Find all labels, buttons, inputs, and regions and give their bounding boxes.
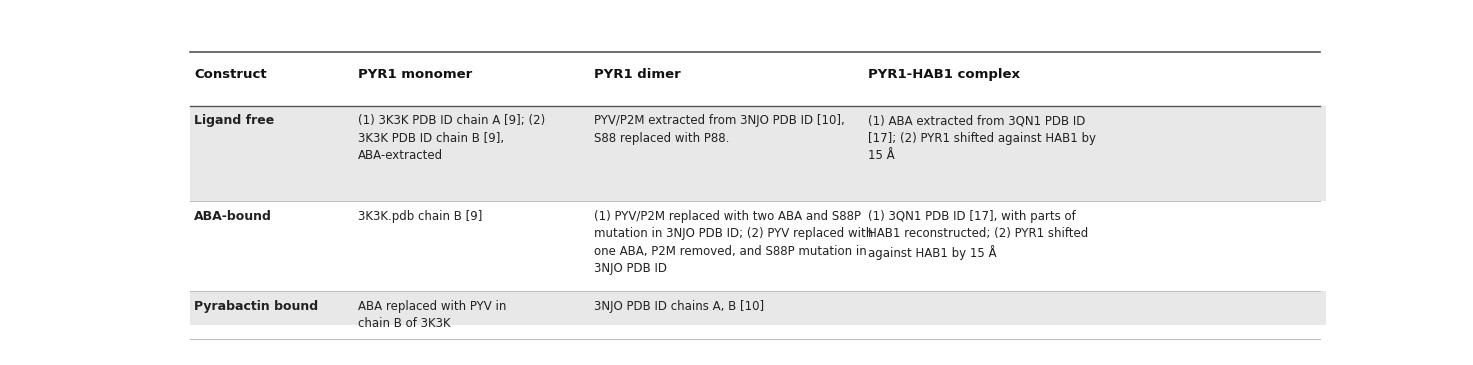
Text: (1) PYV/P2M replaced with two ABA and S88P
mutation in 3NJO PDB ID; (2) PYV repl: (1) PYV/P2M replaced with two ABA and S8… [594,210,873,275]
Text: PYR1 monomer: PYR1 monomer [358,68,471,81]
Text: PYV/P2M extracted from 3NJO PDB ID [10],
S88 replaced with P88.: PYV/P2M extracted from 3NJO PDB ID [10],… [594,114,844,145]
Text: (1) 3K3K PDB ID chain A [9]; (2)
3K3K PDB ID chain B [9],
ABA-extracted: (1) 3K3K PDB ID chain A [9]; (2) 3K3K PD… [358,114,545,162]
Text: ABA-bound: ABA-bound [194,210,273,223]
Text: Pyrabactin bound: Pyrabactin bound [194,300,318,312]
Text: ABA replaced with PYV in
chain B of 3K3K: ABA replaced with PYV in chain B of 3K3K [358,300,507,330]
Text: 3NJO PDB ID chains A, B [10]: 3NJO PDB ID chains A, B [10] [594,300,764,312]
Text: Construct: Construct [194,68,267,81]
Text: PYR1 dimer: PYR1 dimer [594,68,681,81]
Text: (1) 3QN1 PDB ID [17], with parts of
HAB1 reconstructed; (2) PYR1 shifted
against: (1) 3QN1 PDB ID [17], with parts of HAB1… [868,210,1089,261]
Text: (1) ABA extracted from 3QN1 PDB ID
[17]; (2) PYR1 shifted against HAB1 by
15 Å: (1) ABA extracted from 3QN1 PDB ID [17];… [868,114,1096,162]
Bar [190,291,1326,339]
Text: Ligand free: Ligand free [194,114,274,127]
Text: PYR1-HAB1 complex: PYR1-HAB1 complex [868,68,1019,81]
Bar [190,105,1326,201]
Text: 3K3K.pdb chain B [9]: 3K3K.pdb chain B [9] [358,210,482,223]
